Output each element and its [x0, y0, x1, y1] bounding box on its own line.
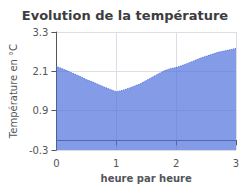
svg-text:0: 0: [53, 158, 59, 169]
svg-text:2: 2: [173, 158, 179, 169]
svg-text:Evolution de la température: Evolution de la température: [22, 8, 229, 23]
svg-text:3.3: 3.3: [33, 27, 49, 38]
svg-text:2.1: 2.1: [33, 66, 49, 77]
svg-text:3: 3: [233, 158, 239, 169]
svg-text:1: 1: [113, 158, 119, 169]
svg-text:heure par heure: heure par heure: [101, 173, 192, 184]
svg-text:-0.3: -0.3: [29, 145, 49, 156]
svg-text:Température en °C: Température en °C: [8, 44, 19, 139]
svg-text:0.9: 0.9: [33, 105, 49, 116]
